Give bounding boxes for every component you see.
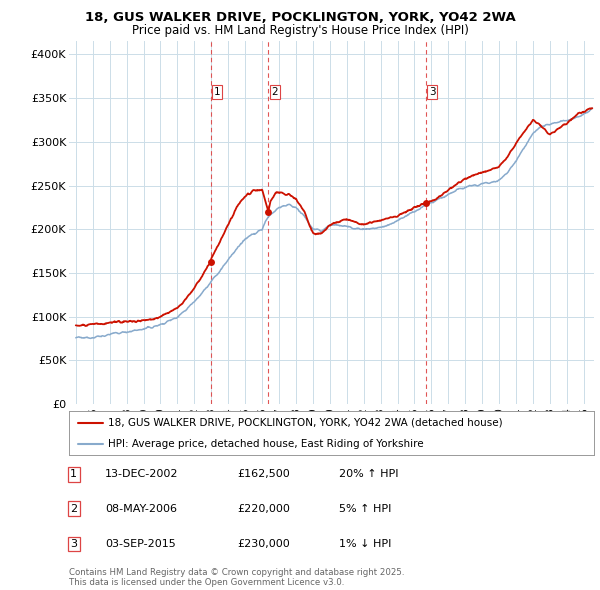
Text: 2: 2 [70,504,77,513]
Text: HPI: Average price, detached house, East Riding of Yorkshire: HPI: Average price, detached house, East… [109,439,424,449]
Text: 2: 2 [271,87,278,97]
Text: 1: 1 [214,87,220,97]
Text: £162,500: £162,500 [237,470,290,479]
Text: 18, GUS WALKER DRIVE, POCKLINGTON, YORK, YO42 2WA: 18, GUS WALKER DRIVE, POCKLINGTON, YORK,… [85,11,515,24]
Text: 03-SEP-2015: 03-SEP-2015 [105,539,176,549]
Text: 3: 3 [429,87,436,97]
Text: £230,000: £230,000 [237,539,290,549]
Text: Contains HM Land Registry data © Crown copyright and database right 2025.
This d: Contains HM Land Registry data © Crown c… [69,568,404,587]
Text: 1: 1 [70,470,77,479]
Text: £220,000: £220,000 [237,504,290,513]
Text: 1% ↓ HPI: 1% ↓ HPI [339,539,391,549]
Text: 20% ↑ HPI: 20% ↑ HPI [339,470,398,479]
Text: 08-MAY-2006: 08-MAY-2006 [105,504,177,513]
Text: 13-DEC-2002: 13-DEC-2002 [105,470,179,479]
Text: Price paid vs. HM Land Registry's House Price Index (HPI): Price paid vs. HM Land Registry's House … [131,24,469,37]
Text: 3: 3 [70,539,77,549]
Text: 18, GUS WALKER DRIVE, POCKLINGTON, YORK, YO42 2WA (detached house): 18, GUS WALKER DRIVE, POCKLINGTON, YORK,… [109,418,503,428]
Text: 5% ↑ HPI: 5% ↑ HPI [339,504,391,513]
